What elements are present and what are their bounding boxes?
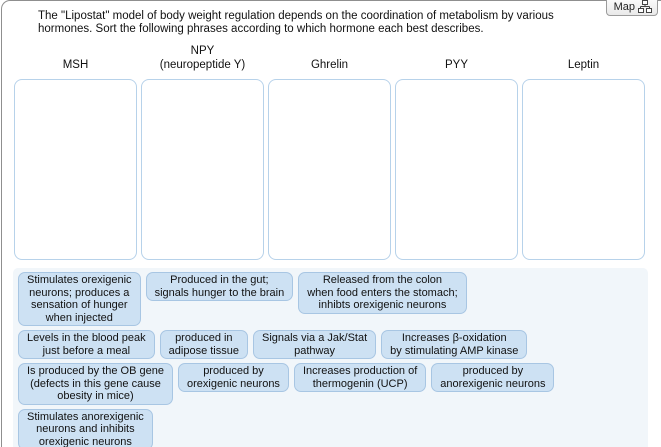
column-label: PYY [444, 59, 468, 71]
sitemap-icon [638, 0, 652, 13]
tile-row: Stimulates orexigenic neurons; produces … [18, 272, 467, 326]
map-button-label: Map [613, 0, 635, 13]
column-ghrelin: Ghrelin [268, 44, 391, 260]
dropzone-npy[interactable] [141, 79, 264, 260]
dropzone-pyy[interactable] [395, 79, 518, 260]
phrase-tile[interactable]: Increases β-oxidation by stimulating AMP… [381, 330, 528, 359]
question-text: The "Lipostat" model of body weight regu… [38, 10, 554, 35]
column-label: MSH [62, 59, 89, 71]
tile-row: Is produced by the OB gene (defects in t… [18, 363, 555, 405]
phrase-tile[interactable]: Levels in the blood peak just before a m… [18, 330, 155, 359]
column-npy: NPY (neuropeptide Y) [141, 44, 264, 260]
dropzone-msh[interactable] [14, 79, 137, 260]
column-header-ghrelin: Ghrelin [268, 44, 391, 72]
column-pyy: PYY [395, 44, 518, 260]
column-header-pyy: PYY [395, 44, 518, 72]
dropzone-ghrelin[interactable] [268, 79, 391, 260]
column-header-leptin: Leptin [522, 44, 645, 72]
phrase-tile[interactable]: Signals via a Jak/Stat pathway [252, 330, 377, 359]
tile-row: Stimulates anorexigenic neurons and inhi… [18, 408, 153, 447]
column-leptin: Leptin [522, 44, 645, 260]
phrase-tile[interactable]: Stimulates orexigenic neurons; produces … [18, 272, 141, 326]
dropzone-leptin[interactable] [522, 79, 645, 260]
column-header-msh: MSH [14, 44, 137, 72]
phrase-tile[interactable]: produced in adipose tissue [159, 330, 248, 359]
phrase-tile[interactable]: produced by orexigenic neurons [177, 363, 289, 392]
phrase-tile[interactable]: Released from the colon when food enters… [298, 272, 467, 314]
map-button[interactable]: Map [605, 0, 658, 16]
column-msh: MSH [14, 44, 137, 260]
column-label: NPY [190, 45, 215, 57]
tile-row: Levels in the blood peak just before a m… [18, 330, 528, 359]
column-sublabel: (neuropeptide Y) [159, 59, 246, 71]
column-header-npy: NPY (neuropeptide Y) [141, 44, 264, 72]
hormone-columns: MSH NPY (neuropeptide Y) Ghrelin PYY Lep… [14, 44, 645, 260]
tile-pool: Stimulates orexigenic neurons; produces … [13, 268, 648, 447]
phrase-tile[interactable]: Increases production of thermogenin (UCP… [293, 363, 427, 392]
phrase-tile[interactable]: Produced in the gut; signals hunger to t… [145, 272, 294, 301]
column-label: Ghrelin [310, 59, 349, 71]
column-label: Leptin [567, 59, 600, 71]
phrase-tile[interactable]: Is produced by the OB gene (defects in t… [18, 363, 173, 405]
phrase-tile[interactable]: produced by anorexigenic neurons [431, 363, 555, 392]
phrase-tile[interactable]: Stimulates anorexigenic neurons and inhi… [18, 408, 153, 447]
